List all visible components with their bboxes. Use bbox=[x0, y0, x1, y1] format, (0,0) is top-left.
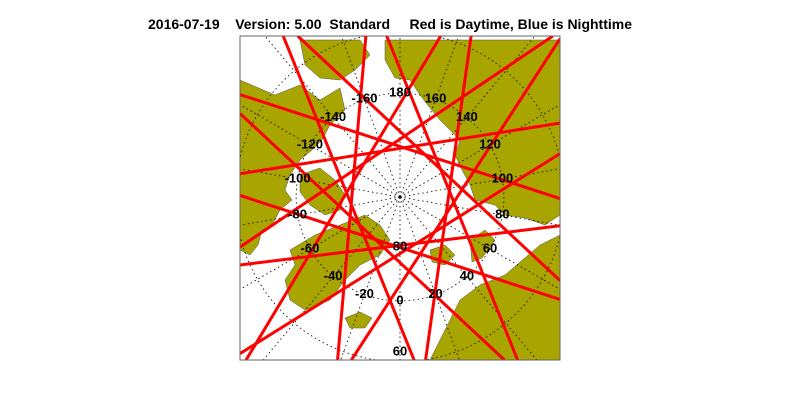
longitude-label: 100 bbox=[492, 170, 514, 185]
north-pole-marker bbox=[398, 195, 402, 199]
meridian-line bbox=[240, 196, 401, 226]
legend-label: Red is Daytime, Blue is Nighttime bbox=[409, 16, 633, 32]
mode-label: Standard bbox=[329, 16, 391, 32]
daytime-track bbox=[296, 36, 560, 282]
longitude-label: 40 bbox=[460, 268, 474, 283]
daytime-track bbox=[385, 36, 520, 360]
longitude-label: 160 bbox=[425, 91, 447, 106]
longitude-label: -140 bbox=[320, 109, 346, 124]
meridian-line bbox=[340, 196, 401, 360]
latitude-label: 60 bbox=[393, 343, 407, 358]
longitude-label: 60 bbox=[483, 240, 497, 255]
version-label: Version: 5.00 bbox=[235, 16, 322, 32]
meridian-line bbox=[399, 196, 460, 360]
landmasses bbox=[240, 39, 560, 360]
map-title: 2016-07-19 Version: 5.00 Standard Red is… bbox=[148, 16, 632, 32]
satellite-tracks bbox=[240, 36, 560, 360]
longitude-label: -120 bbox=[297, 136, 323, 151]
graticule bbox=[240, 36, 560, 360]
date-label: 2016-07-19 bbox=[148, 16, 220, 32]
meridian-line bbox=[399, 196, 560, 226]
map-frame bbox=[239, 35, 561, 361]
daytime-track bbox=[240, 152, 560, 355]
daytime-track bbox=[350, 37, 560, 360]
meridian-line bbox=[240, 168, 401, 198]
longitude-label: -100 bbox=[285, 170, 311, 185]
land-iceland bbox=[344, 311, 373, 329]
longitude-label: 80 bbox=[495, 206, 509, 221]
longitude-label: 0 bbox=[396, 292, 403, 307]
daytime-track bbox=[336, 36, 368, 360]
meridian-line bbox=[399, 196, 560, 290]
daytime-track bbox=[240, 93, 560, 200]
daytime-track bbox=[240, 112, 506, 360]
longitude-label: -60 bbox=[301, 240, 320, 255]
longitude-label: -160 bbox=[351, 91, 377, 106]
longitude-label: 180 bbox=[389, 84, 411, 99]
meridian-line bbox=[399, 168, 560, 198]
daytime-track bbox=[424, 36, 473, 360]
daytime-track bbox=[240, 36, 554, 249]
longitude-label: 120 bbox=[479, 136, 501, 151]
meridian-line bbox=[240, 104, 401, 198]
longitude-label: -40 bbox=[324, 268, 343, 283]
longitude-label: -80 bbox=[288, 206, 307, 221]
meridian-line bbox=[399, 36, 459, 198]
land-alaska bbox=[299, 39, 371, 81]
longitude-label: 140 bbox=[456, 109, 478, 124]
latitude-label: 80 bbox=[393, 238, 407, 253]
daytime-track bbox=[240, 121, 560, 176]
longitude-label: -20 bbox=[355, 286, 374, 301]
meridian-line bbox=[399, 104, 560, 198]
meridian-line bbox=[341, 36, 401, 198]
land-eurasia bbox=[429, 234, 560, 360]
longitude-label: 20 bbox=[428, 286, 442, 301]
meridian-line bbox=[240, 196, 401, 290]
daytime-track bbox=[281, 36, 416, 360]
